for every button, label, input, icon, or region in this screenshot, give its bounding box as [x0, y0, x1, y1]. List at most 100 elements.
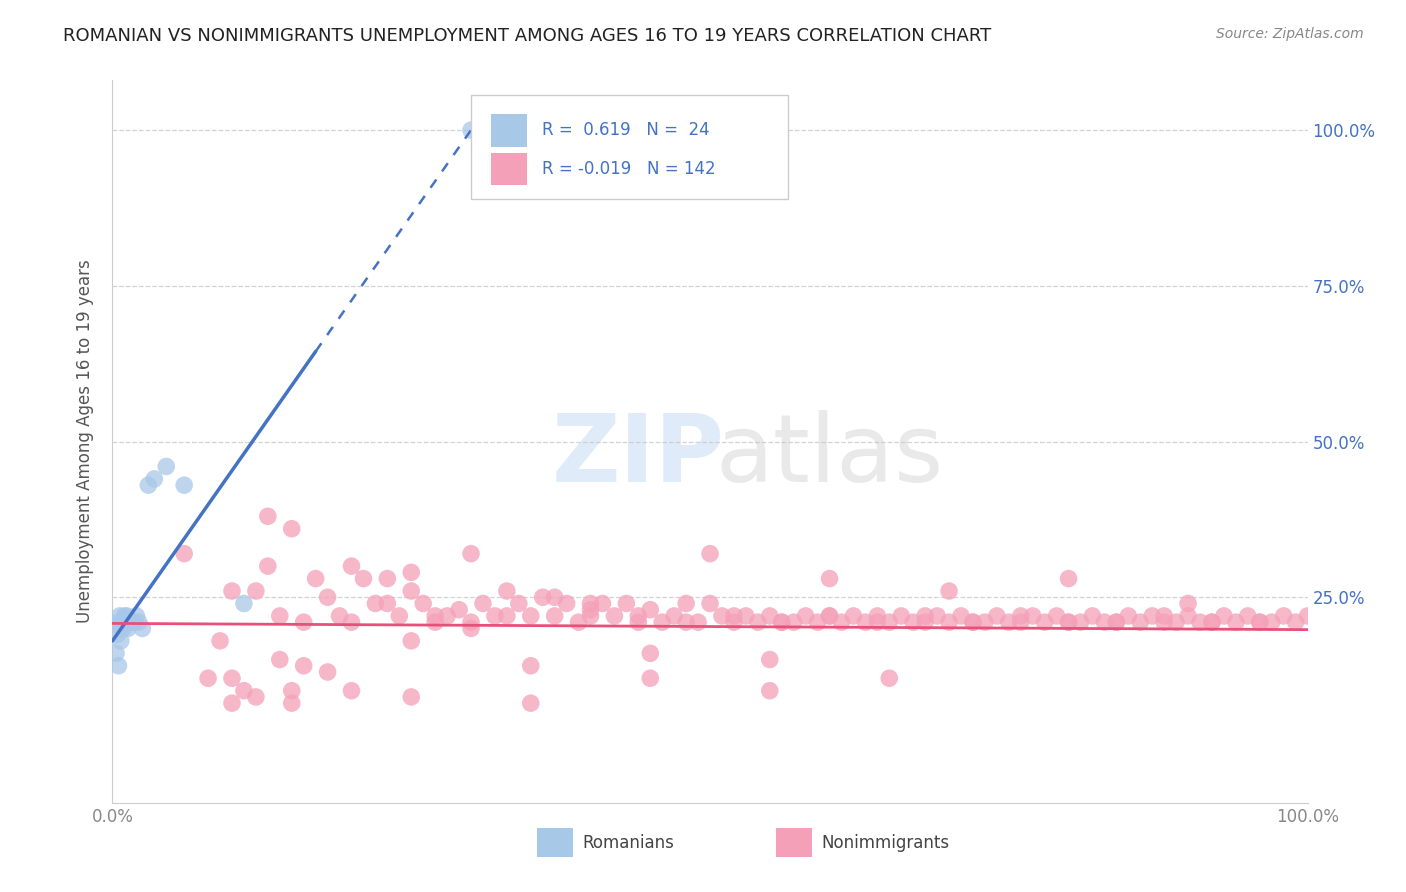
Point	[1033, 615, 1056, 630]
Point	[425, 609, 447, 624]
Point	[1094, 615, 1116, 630]
Point	[950, 609, 973, 624]
Point	[221, 696, 243, 710]
Point	[340, 683, 363, 698]
Point	[401, 633, 423, 648]
Point	[1057, 615, 1080, 630]
Point	[747, 615, 769, 630]
Point	[555, 597, 578, 611]
Point	[1022, 609, 1045, 624]
Point	[1046, 609, 1069, 624]
Point	[759, 652, 782, 666]
Point	[974, 615, 997, 630]
Point	[460, 547, 482, 561]
Point	[1118, 609, 1140, 624]
Point	[855, 615, 877, 630]
Point	[292, 615, 315, 630]
Point	[1237, 609, 1260, 624]
Point	[1272, 609, 1295, 624]
Point	[484, 609, 506, 624]
Text: R = -0.019   N = 142: R = -0.019 N = 142	[541, 160, 716, 178]
Point	[412, 597, 434, 611]
Point	[998, 615, 1021, 630]
Point	[377, 572, 399, 586]
Point	[329, 609, 352, 624]
Point	[866, 609, 889, 624]
Point	[281, 696, 304, 710]
Text: Source: ZipAtlas.com: Source: ZipAtlas.com	[1216, 27, 1364, 41]
Point	[1010, 615, 1032, 630]
Point	[143, 472, 166, 486]
Point	[340, 615, 363, 630]
Point	[699, 597, 721, 611]
Point	[592, 597, 614, 611]
Point	[579, 609, 602, 624]
Point	[114, 615, 136, 630]
Point	[221, 584, 243, 599]
Point	[447, 603, 470, 617]
Point	[759, 683, 782, 698]
Point	[603, 609, 626, 624]
Point	[472, 597, 495, 611]
Point	[520, 658, 543, 673]
Point	[543, 591, 565, 605]
Point	[986, 609, 1008, 624]
Point	[209, 633, 232, 648]
Point	[114, 609, 135, 624]
Point	[866, 615, 889, 630]
Point	[128, 615, 150, 630]
Point	[131, 621, 153, 635]
Point	[1285, 615, 1308, 630]
Point	[962, 615, 984, 630]
Point	[1261, 615, 1284, 630]
Point	[723, 609, 745, 624]
Point	[914, 609, 936, 624]
Point	[388, 609, 411, 624]
Point	[173, 478, 195, 492]
Point	[108, 609, 131, 624]
Bar	[491, 153, 527, 185]
Point	[1213, 609, 1236, 624]
Point	[110, 633, 132, 648]
Point	[699, 547, 721, 561]
Point	[520, 609, 543, 624]
Point	[257, 509, 280, 524]
Point	[1142, 609, 1164, 624]
Point	[1225, 615, 1247, 630]
Point	[436, 609, 458, 624]
Point	[1010, 609, 1032, 624]
Point	[316, 591, 339, 605]
Point	[117, 621, 139, 635]
Text: ROMANIAN VS NONIMMIGRANTS UNEMPLOYMENT AMONG AGES 16 TO 19 YEARS CORRELATION CHA: ROMANIAN VS NONIMMIGRANTS UNEMPLOYMENT A…	[63, 27, 991, 45]
Point	[292, 658, 315, 673]
Point	[1296, 609, 1319, 624]
Point	[782, 615, 804, 630]
Text: ZIP: ZIP	[553, 410, 724, 502]
Text: atlas: atlas	[716, 410, 943, 502]
Point	[110, 621, 132, 635]
Point	[401, 584, 423, 599]
Point	[111, 615, 134, 630]
Point	[938, 615, 960, 630]
Point	[531, 591, 554, 605]
Point	[903, 615, 925, 630]
Point	[1153, 615, 1175, 630]
Point	[818, 609, 841, 624]
Text: Nonimmigrants: Nonimmigrants	[821, 833, 949, 852]
Point	[807, 615, 830, 630]
Point	[269, 652, 291, 666]
Point	[568, 615, 591, 630]
Point	[735, 609, 758, 624]
Point	[173, 547, 195, 561]
Point	[107, 615, 129, 630]
Point	[640, 603, 662, 617]
Point	[1177, 609, 1199, 624]
Point	[496, 609, 519, 624]
Point	[616, 597, 638, 611]
Point	[1081, 609, 1104, 624]
Point	[664, 609, 686, 624]
Point	[155, 459, 177, 474]
Text: R =  0.619   N =  24: R = 0.619 N = 24	[541, 121, 709, 139]
Point	[1201, 615, 1223, 630]
Point	[257, 559, 280, 574]
